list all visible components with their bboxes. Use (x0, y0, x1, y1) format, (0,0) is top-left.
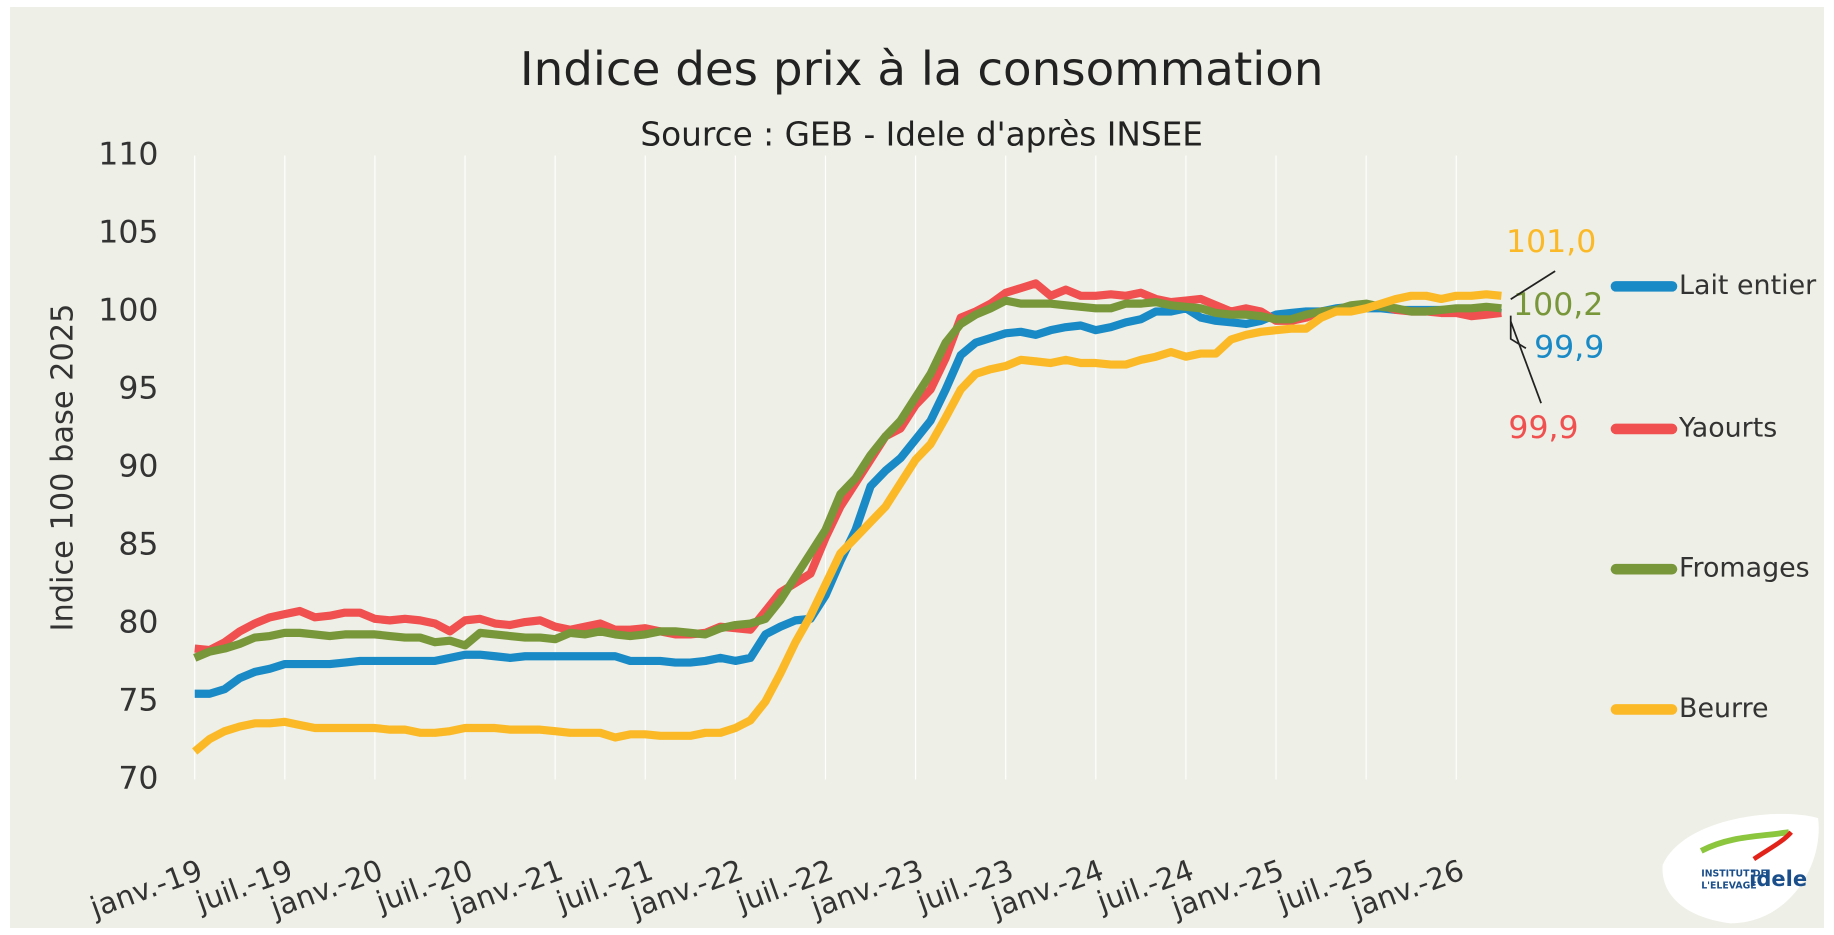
series-line (193, 296, 1502, 662)
legend-label: Beurre (1679, 693, 1769, 724)
y-tick-label: 85 (118, 527, 158, 563)
legend-label: Lait entier (1679, 270, 1817, 301)
logo: INSTITUT DE L'ELEVAGE idele (1662, 813, 1819, 924)
y-axis-title: Indice 100 base 2025 (45, 304, 80, 632)
y-tick-label: 90 (118, 449, 158, 485)
chart-subtitle: Source : GEB - Idele d'après INSEE (640, 116, 1203, 154)
logo-text: L'ELEVAGE (1701, 880, 1756, 891)
data-label: 99,9 (1534, 329, 1604, 365)
data-label: 99,9 (1508, 410, 1578, 446)
leader-line (1510, 270, 1556, 300)
data-label: 100,2 (1513, 287, 1603, 323)
legend-label: Yaourts (1678, 412, 1777, 443)
logo-swoosh (1752, 830, 1793, 861)
logo-brand: idele (1749, 866, 1807, 891)
chart-title: Indice des prix à la consommation (520, 43, 1324, 97)
legend-label: Fromages (1679, 553, 1810, 584)
leader-line (1509, 321, 1542, 404)
y-tick-label: 110 (98, 136, 158, 172)
y-tick-label: 75 (118, 683, 158, 719)
y-tick-label: 100 (98, 292, 158, 328)
data-label: 101,0 (1506, 224, 1596, 260)
y-tick-label: 105 (98, 214, 158, 250)
logo-text: INSTITUT DE (1701, 869, 1767, 880)
y-tick-label: 70 (118, 761, 158, 797)
series-line (192, 290, 1502, 755)
y-tick-label: 80 (118, 605, 158, 641)
logo-swoosh (1699, 829, 1790, 854)
chart-background (10, 7, 1824, 928)
y-tick-label: 95 (118, 370, 158, 406)
